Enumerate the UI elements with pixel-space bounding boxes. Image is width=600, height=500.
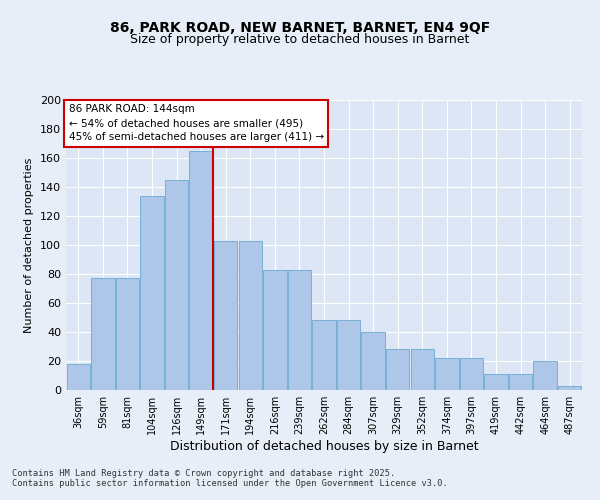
Bar (460, 358, 483, 390)
Bar (116, 278, 139, 390)
Bar (288, 270, 311, 390)
Text: Size of property relative to detached houses in Barnet: Size of property relative to detached ho… (130, 32, 470, 46)
Bar (239, 240, 262, 390)
Bar (140, 196, 164, 390)
Bar (165, 180, 188, 390)
Text: 86, PARK ROAD, NEW BARNET, BARNET, EN4 9QF: 86, PARK ROAD, NEW BARNET, BARNET, EN4 9… (110, 20, 490, 34)
Y-axis label: Number of detached properties: Number of detached properties (25, 158, 34, 332)
Text: Contains HM Land Registry data © Crown copyright and database right 2025.: Contains HM Land Registry data © Crown c… (12, 470, 395, 478)
Bar (337, 320, 360, 390)
Bar (558, 386, 581, 390)
Bar (214, 240, 238, 390)
Bar (190, 151, 213, 390)
Text: 86 PARK ROAD: 144sqm
← 54% of detached houses are smaller (495)
45% of semi-deta: 86 PARK ROAD: 144sqm ← 54% of detached h… (68, 104, 324, 142)
Bar (263, 270, 287, 390)
Bar (361, 332, 385, 390)
Bar (533, 361, 557, 390)
Bar (484, 374, 508, 390)
X-axis label: Distribution of detached houses by size in Barnet: Distribution of detached houses by size … (170, 440, 478, 453)
Bar (67, 364, 90, 390)
Bar (313, 320, 335, 390)
Bar (435, 358, 458, 390)
Bar (91, 278, 115, 390)
Bar (386, 350, 409, 390)
Bar (410, 350, 434, 390)
Bar (509, 374, 532, 390)
Text: Contains public sector information licensed under the Open Government Licence v3: Contains public sector information licen… (12, 480, 448, 488)
